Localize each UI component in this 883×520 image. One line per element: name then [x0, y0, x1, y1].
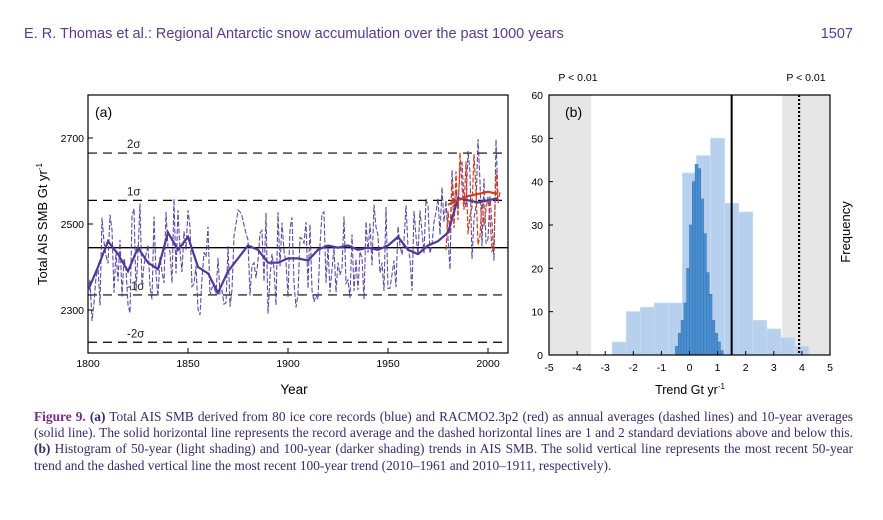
histogram-bar-100yr — [708, 294, 713, 356]
panel-a-time-series: (a) 2σ 1σ -1σ -2σ 1800 1850 1900 1950 2000 2300… — [35, 94, 509, 397]
y-tick-label: 30 — [531, 220, 543, 232]
histogram-bar-100yr — [706, 272, 710, 356]
panel-a-x-axis: 1800 1850 1900 1950 2000 — [76, 348, 500, 370]
x-tick-label: -4 — [572, 362, 581, 374]
histogram-100yr — [675, 164, 724, 356]
histogram-bar-100yr — [692, 181, 696, 356]
histogram-bar-50yr — [625, 311, 641, 356]
recent-trend-lines — [730, 95, 801, 355]
panel-b-x-axis-title-sup: -1 — [718, 382, 726, 391]
histogram-bar-100yr — [694, 164, 699, 356]
y-tick-label: 2700 — [61, 133, 85, 145]
caption-part-a-text: Total AIS SMB derived from 80 ice core r… — [34, 409, 853, 441]
panel-a-x-axis-title: Year — [280, 382, 308, 397]
page-header: E. R. Thomas et al.: Regional Antarctic … — [24, 26, 853, 48]
x-tick-label: -3 — [601, 362, 610, 374]
panel-b-x-axis-title-text: Trend Gt yr — [655, 383, 718, 397]
y-tick-label: 50 — [531, 133, 543, 145]
x-tick-label: -5 — [544, 362, 553, 374]
y-tick-label: 0 — [537, 350, 543, 362]
histogram-bar-50yr — [780, 337, 796, 356]
p-region — [549, 95, 592, 355]
p-region — [782, 95, 830, 355]
p-value-annotation: P < 0.01 — [558, 72, 597, 84]
x-tick-label: -1 — [657, 362, 666, 374]
histogram-bar-100yr — [711, 320, 716, 356]
histogram-bar-100yr — [677, 333, 682, 356]
panel-b-histogram: (b) P < 0.01 P < 0.01 -5 -4 -3 -2 -1 0 1 2 3 4 5 0 1… — [531, 72, 853, 397]
p-value-annotation: P < 0.01 — [786, 72, 825, 84]
histogram-bar-100yr — [675, 346, 679, 356]
panel-a-y-axis-title: Total AIS SMB Gt yr-1 — [35, 162, 50, 285]
figure-caption: Figure 9. (a) Total AIS SMB derived from… — [34, 409, 853, 474]
histogram-bar-100yr — [686, 268, 690, 356]
panel-a-y-axis-title-sup: -1 — [35, 162, 44, 170]
p-regions — [549, 95, 830, 355]
decadal-series — [86, 190, 499, 296]
panel-a-frame — [87, 94, 509, 354]
x-tick-label: 4 — [799, 362, 805, 374]
x-tick-label: -2 — [629, 362, 638, 374]
panel-b-x-axis: -5 -4 -3 -2 -1 0 1 2 3 4 5 — [544, 351, 833, 374]
running-title: E. R. Thomas et al.: Regional Antarctic … — [24, 26, 564, 42]
y-tick-label: 2300 — [61, 305, 85, 317]
histogram-bar-100yr — [697, 168, 702, 356]
panel-a-y-axis: 2300 2500 2700 — [61, 133, 93, 317]
caption-part-b-text: Histogram of 50-year (light shading) and… — [34, 441, 853, 473]
caption-part-b-tag: (b) — [34, 441, 51, 457]
panel-a-label: (a) — [95, 104, 112, 120]
histogram-bar-100yr — [720, 350, 724, 356]
histogram-bar-100yr — [700, 198, 704, 356]
panel-a-y-axis-title-text: Total AIS SMB Gt yr — [35, 169, 50, 285]
histogram-bar-100yr — [703, 233, 707, 356]
reference-line-label: -2σ — [127, 328, 144, 340]
histogram-bar-50yr — [611, 341, 627, 356]
x-tick-label: 2 — [743, 362, 749, 374]
reference-line-label: 2σ — [127, 139, 141, 151]
y-tick-label: 20 — [531, 263, 543, 275]
x-tick-label: 2000 — [476, 358, 500, 370]
y-tick-label: 60 — [531, 90, 543, 102]
annual-racmo-line — [445, 152, 501, 254]
caption-figure-label: Figure 9. — [34, 409, 86, 424]
caption-part-a-tag: (a) — [89, 409, 106, 424]
y-tick-label: 2500 — [61, 219, 85, 231]
decadal-racmo-line — [447, 190, 499, 206]
histogram-bar-100yr — [689, 224, 693, 356]
decadal-ice-core-line — [86, 196, 499, 296]
page-number: 1507 — [820, 26, 853, 42]
histogram-bar-50yr — [738, 211, 754, 356]
x-tick-label: 3 — [771, 362, 777, 374]
histogram-bar-100yr — [680, 320, 685, 356]
x-tick-label: 1 — [715, 362, 721, 374]
x-tick-label: 1800 — [76, 358, 100, 370]
panel-b-y-axis-title: Frequency — [838, 201, 853, 263]
y-tick-label: 40 — [531, 177, 543, 189]
reference-line-labels: 2σ 1σ -1σ -2σ — [127, 139, 144, 340]
histogram-bar-50yr — [639, 306, 655, 356]
y-tick-label: 10 — [531, 307, 543, 319]
histogram-bar-50yr — [752, 319, 768, 356]
x-tick-label: 1950 — [376, 358, 400, 370]
x-tick-label: 1850 — [176, 358, 200, 370]
panel-b-label: (b) — [565, 104, 582, 120]
x-tick-label: 1900 — [276, 358, 300, 370]
svg-text:Total AIS SMB Gt yr-1: Total AIS SMB Gt yr-1 — [35, 162, 50, 285]
x-tick-label: 5 — [827, 362, 833, 374]
x-tick-label: 0 — [687, 362, 693, 374]
panel-b-y-axis: 0 10 20 30 40 50 60 — [531, 90, 553, 362]
reference-line-label: 1σ — [127, 186, 141, 198]
histogram-bar-50yr — [653, 302, 669, 356]
panel-b-x-axis-title: Trend Gt yr-1 — [655, 382, 725, 397]
significance-annotations: P < 0.01 P < 0.01 — [558, 72, 825, 84]
histogram-bar-100yr — [683, 302, 687, 356]
reference-line-label: -1σ — [127, 281, 144, 293]
